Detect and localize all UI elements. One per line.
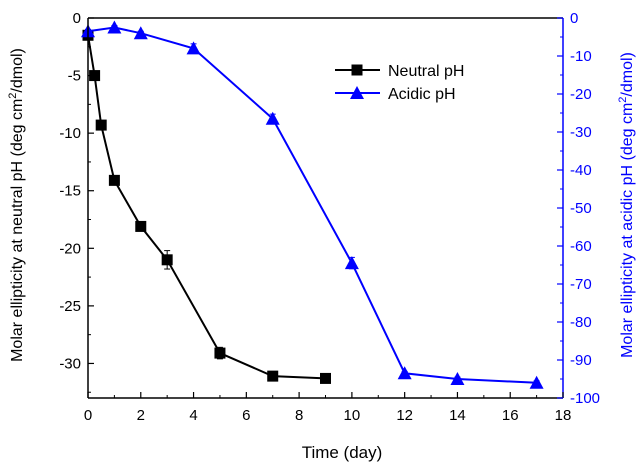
x-tick-label: 4 bbox=[189, 407, 197, 424]
legend-swatch-acidic-marker bbox=[350, 86, 364, 99]
data-point-neutral-ph bbox=[89, 70, 101, 82]
y-axis-right-title: Molar ellipticity at acidic pH (deg cm2/… bbox=[617, 52, 636, 358]
series-line-neutral-ph bbox=[87, 35, 326, 380]
y-right-tick-label: -90 bbox=[570, 352, 592, 369]
y-right-tick-label: -70 bbox=[570, 276, 592, 293]
x-axis-title: Time (day) bbox=[302, 443, 383, 462]
y-right-tick-label: -50 bbox=[570, 200, 592, 217]
data-point-neutral-ph bbox=[267, 370, 279, 382]
y-left-tick-label: -20 bbox=[59, 240, 81, 257]
legend-label-neutral: Neutral pH bbox=[388, 63, 464, 80]
y-left-tick-label: -30 bbox=[59, 355, 81, 372]
x-tick-label: 12 bbox=[396, 407, 413, 424]
x-tick-label: 10 bbox=[344, 407, 361, 424]
data-point-acidic-ph bbox=[529, 375, 544, 389]
y-right-tick-label: -40 bbox=[570, 162, 592, 179]
y-right-tick-label: -80 bbox=[570, 314, 592, 331]
data-point-acidic-ph bbox=[397, 366, 412, 380]
data-point-acidic-ph bbox=[133, 26, 148, 40]
y-left-tick-label: -25 bbox=[59, 298, 81, 315]
x-tick-label: 18 bbox=[555, 407, 572, 424]
y-axis-left-title: Molar ellipticity at neutral pH (deg cm2… bbox=[7, 48, 26, 362]
data-point-neutral-ph bbox=[95, 119, 107, 131]
data-point-acidic-ph bbox=[450, 372, 465, 385]
legend: Neutral pH Acidic pH bbox=[335, 63, 464, 103]
legend-label-acidic: Acidic pH bbox=[388, 86, 456, 103]
x-tick-label: 0 bbox=[84, 407, 92, 424]
plot-area bbox=[81, 20, 544, 389]
data-point-neutral-ph bbox=[135, 220, 147, 232]
data-point-acidic-ph bbox=[265, 111, 280, 125]
x-tick-label: 2 bbox=[137, 407, 145, 424]
data-point-acidic-ph bbox=[107, 20, 122, 34]
y-left-tick-label: -5 bbox=[68, 68, 81, 85]
x-tick-label: 6 bbox=[242, 407, 250, 424]
x-tick-label: 8 bbox=[295, 407, 303, 424]
data-point-acidic-ph bbox=[186, 41, 201, 55]
y-left-tick-label: -10 bbox=[59, 125, 81, 142]
y-right-tick-label: -10 bbox=[570, 48, 592, 65]
y-right-tick-label: -20 bbox=[570, 86, 592, 103]
x-tick-label: 16 bbox=[502, 407, 519, 424]
data-point-neutral-ph bbox=[214, 347, 226, 359]
data-point-neutral-ph bbox=[161, 254, 173, 266]
y-left-tick-label: -15 bbox=[59, 183, 81, 200]
data-point-neutral-ph bbox=[108, 174, 120, 186]
data-point-neutral-ph bbox=[320, 372, 331, 384]
y-right-tick-label: -30 bbox=[570, 124, 592, 141]
series-line-acidic-ph bbox=[87, 26, 537, 384]
y-right-tick-label: 0 bbox=[570, 10, 578, 27]
x-tick-label: 14 bbox=[449, 407, 466, 424]
y-right-tick-label: -100 bbox=[570, 390, 600, 407]
y-right-tick-label: -60 bbox=[570, 238, 592, 255]
data-point-acidic-ph bbox=[344, 256, 359, 270]
legend-swatch-neutral-marker bbox=[351, 64, 363, 76]
y-left-tick-label: 0 bbox=[73, 10, 81, 27]
